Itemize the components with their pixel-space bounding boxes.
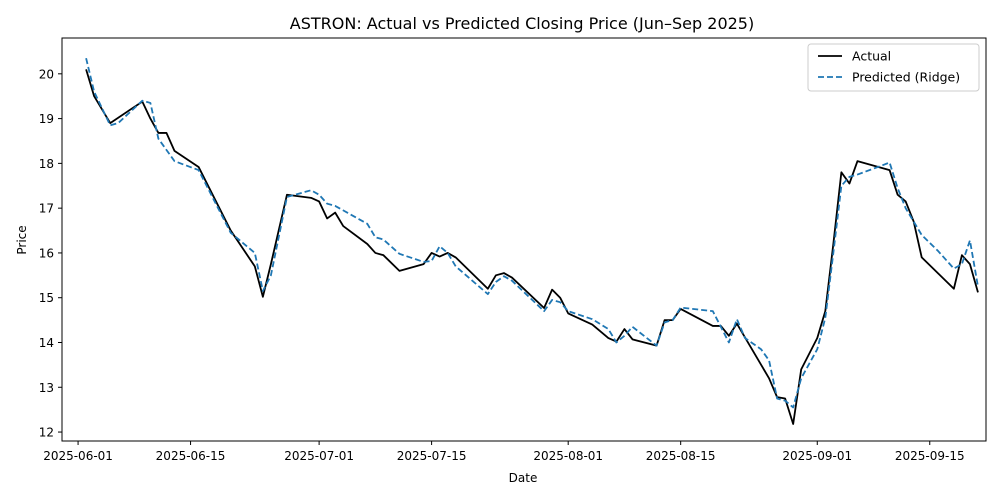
chart-title: ASTRON: Actual vs Predicted Closing Pric… xyxy=(290,14,754,33)
x-tick-label: 2025-07-15 xyxy=(397,449,467,463)
x-tick-label: 2025-09-15 xyxy=(895,449,965,463)
legend: Actual Predicted (Ridge) xyxy=(807,43,980,92)
y-tick-label: 18 xyxy=(39,157,54,171)
legend-label-predicted: Predicted (Ridge) xyxy=(852,70,960,85)
y-tick-label: 19 xyxy=(39,112,54,126)
y-tick-label: 12 xyxy=(39,426,54,440)
series-line-actual xyxy=(85,69,979,425)
x-tick-label: 2025-08-01 xyxy=(533,449,603,463)
x-axis-label: Date xyxy=(509,471,538,485)
y-tick-label: 15 xyxy=(39,291,54,305)
x-tick-label: 2025-09-01 xyxy=(782,449,852,463)
y-tick-label: 13 xyxy=(39,381,54,395)
series-layer xyxy=(85,57,979,425)
x-tick-label: 2025-07-01 xyxy=(284,449,354,463)
y-axis: 12 13 14 15 16 17 18 19 20 xyxy=(39,67,62,440)
y-tick-label: 17 xyxy=(39,202,54,216)
y-axis-label: Price xyxy=(15,225,29,254)
legend-box xyxy=(807,43,980,92)
plot-area xyxy=(61,37,987,442)
x-tick-label: 2025-06-01 xyxy=(43,449,113,463)
x-tick-label: 2025-08-15 xyxy=(646,449,716,463)
y-tick-label: 16 xyxy=(39,246,54,260)
y-tick-label: 20 xyxy=(39,67,54,81)
y-tick-label: 14 xyxy=(39,336,54,350)
x-tick-label: 2025-06-15 xyxy=(156,449,226,463)
series-line-predicted xyxy=(85,57,979,409)
x-axis: 2025-06-01 2025-06-15 2025-07-01 2025-07-15… xyxy=(43,441,965,463)
plot-frame xyxy=(61,37,987,442)
legend-label-actual: Actual xyxy=(852,49,891,64)
